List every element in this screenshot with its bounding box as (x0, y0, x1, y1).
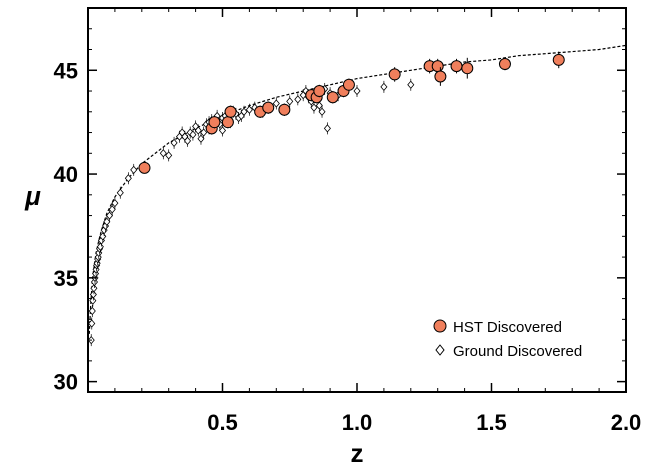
ground-point (105, 211, 114, 220)
legend: HST Discovered Ground Discovered (433, 319, 582, 360)
hst-point (461, 62, 474, 75)
ground-point (92, 265, 100, 274)
ground-point (116, 188, 124, 197)
ground-point (130, 165, 138, 175)
hst-point (278, 103, 291, 116)
ground-point (315, 101, 323, 110)
ground-point (96, 242, 104, 251)
x-tick-label: 1.5 (476, 410, 507, 435)
ground-point (245, 105, 253, 114)
ground-point (184, 136, 192, 145)
ground-point (124, 174, 132, 183)
ground-point (108, 205, 116, 214)
ground-point (170, 138, 178, 148)
ground-point (240, 107, 248, 116)
y-tick-label: 45 (54, 58, 78, 83)
hst-discovered-layer (138, 51, 565, 174)
x-axis-title: z (351, 438, 364, 468)
hst-point (221, 116, 234, 129)
ground-point (197, 134, 205, 143)
ground-point (318, 107, 326, 116)
ground-point (200, 128, 208, 137)
ground-point (218, 126, 227, 135)
ground-point (88, 306, 96, 316)
y-tick-label: 35 (54, 266, 78, 291)
ground-point (294, 95, 302, 104)
ground-point (310, 103, 318, 112)
hst-point (434, 70, 447, 83)
ground-point (103, 217, 111, 226)
ground-point (90, 277, 98, 287)
hst-point (313, 85, 326, 98)
ground-point (189, 130, 197, 139)
ground-point (88, 319, 96, 328)
hst-point (138, 161, 151, 174)
ground-point (159, 149, 167, 158)
legend-ground-marker (435, 344, 445, 356)
ground-point (89, 296, 97, 305)
legend-hst-label: HST Discovered (453, 319, 562, 336)
hst-point (224, 105, 237, 118)
ground-point (353, 86, 361, 96)
hst-point (208, 116, 221, 129)
ground-point (165, 151, 173, 160)
y-tick-label: 30 (54, 370, 78, 395)
hst-point (498, 58, 511, 71)
ground-discovered-layer (87, 78, 415, 347)
ground-point (380, 82, 388, 91)
hst-point (326, 91, 339, 104)
ground-point (407, 80, 415, 89)
y-tick-label: 40 (54, 162, 78, 187)
y-axis-title: μ (24, 181, 41, 211)
ground-point (272, 99, 280, 108)
hst-point (431, 60, 444, 73)
x-tick-label: 1.0 (342, 410, 373, 435)
legend-hst-marker (433, 319, 447, 333)
legend-ground-label: Ground Discovered (453, 343, 582, 360)
ground-point (194, 126, 202, 135)
ground-point (111, 198, 119, 208)
hst-point (342, 78, 355, 91)
ground-point (93, 259, 101, 268)
axis-ticks-layer: 0.5 1.0 1.5 2.0 30 35 40 45 (54, 8, 642, 435)
hst-point (450, 60, 463, 73)
ground-point (323, 124, 331, 133)
ground-point (89, 290, 97, 299)
hst-point (552, 53, 565, 66)
hst-point (262, 101, 275, 114)
ground-point (99, 232, 107, 241)
ground-point (286, 97, 294, 106)
ground-point (94, 252, 102, 262)
ground-point (90, 284, 98, 293)
hst-point (388, 68, 401, 81)
x-tick-label: 2.0 (611, 410, 642, 435)
x-tick-label: 0.5 (207, 410, 238, 435)
